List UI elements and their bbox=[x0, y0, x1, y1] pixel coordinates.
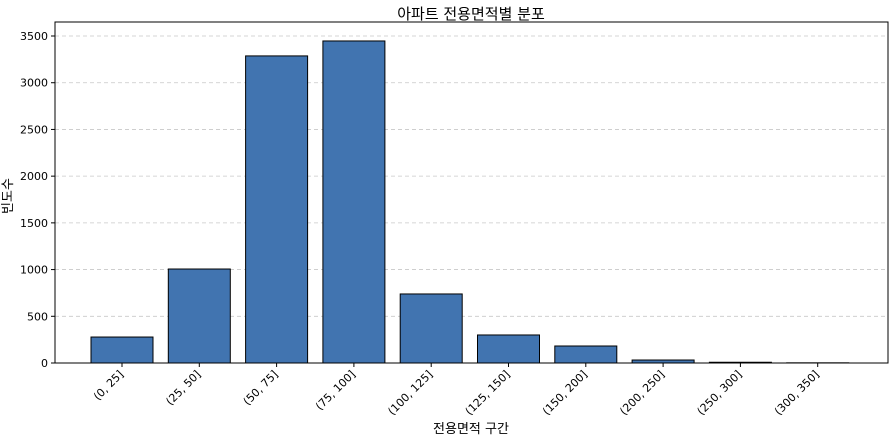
x-tick-label: (150, 200] bbox=[540, 368, 590, 418]
y-tick-label: 2000 bbox=[20, 170, 48, 183]
x-tick-label: (75, 100] bbox=[313, 368, 358, 413]
bar bbox=[399, 293, 463, 364]
y-axis-label: 빈도수 bbox=[1, 178, 16, 214]
y-tick-label: 500 bbox=[27, 310, 48, 323]
bar bbox=[167, 268, 231, 364]
x-tick-label: (125, 150] bbox=[463, 368, 513, 418]
y-tick-label: 3500 bbox=[20, 30, 48, 43]
x-tick-label: (0, 25] bbox=[91, 368, 126, 403]
bar bbox=[90, 336, 154, 364]
chart-title: 아파트 전용면적별 분포 bbox=[397, 5, 545, 23]
x-tick-label: (100, 125] bbox=[385, 368, 435, 418]
bar bbox=[708, 361, 772, 364]
x-tick-label: (25, 50] bbox=[163, 368, 203, 408]
bar bbox=[322, 40, 386, 364]
y-tick-label: 2500 bbox=[20, 123, 48, 136]
y-tick-label: 0 bbox=[41, 357, 48, 370]
plot-frame bbox=[54, 21, 889, 364]
x-tick-label: (300, 350] bbox=[772, 368, 822, 418]
bar bbox=[477, 334, 540, 364]
bar bbox=[554, 345, 618, 364]
bar bbox=[245, 55, 309, 364]
x-tick-label: (50, 75] bbox=[241, 368, 281, 408]
bar bbox=[631, 359, 695, 364]
x-axis-label: 전용면적 구간 bbox=[433, 422, 509, 436]
x-tick-label: (200, 250] bbox=[617, 368, 667, 418]
x-tick-label: (250, 300] bbox=[695, 368, 745, 418]
y-tick-label: 3000 bbox=[20, 77, 48, 90]
y-tick-label: 1500 bbox=[20, 217, 48, 230]
y-tick-label: 1000 bbox=[20, 264, 48, 277]
